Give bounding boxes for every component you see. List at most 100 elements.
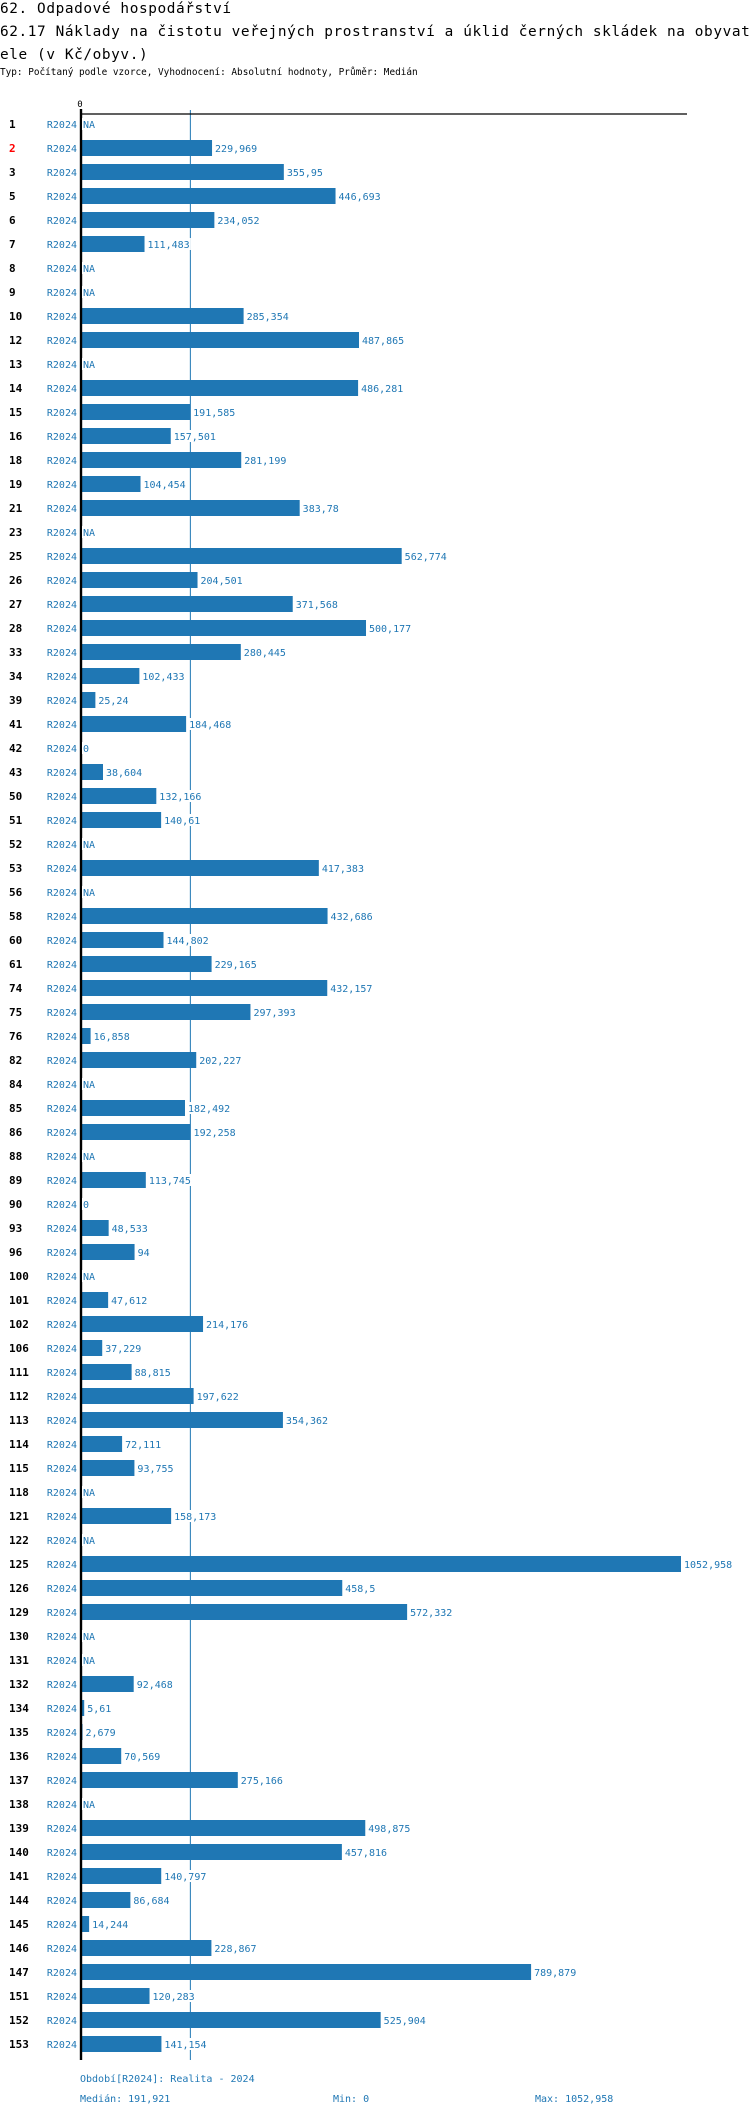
value-label-background [82, 838, 97, 850]
category-label: 138 [9, 1798, 29, 1811]
bar [81, 644, 241, 660]
value-label-background [91, 1918, 130, 1930]
series-label: R2024 [47, 672, 77, 683]
bar [81, 620, 367, 636]
series-label: R2024 [47, 1200, 77, 1211]
category-label: 132 [9, 1678, 29, 1691]
series-label: R2024 [47, 864, 77, 875]
series-label: R2024 [47, 216, 77, 227]
value-label-background [82, 262, 97, 274]
value-label-background [245, 310, 290, 322]
value-label: 355,95 [287, 168, 323, 179]
series-label: R2024 [47, 456, 77, 467]
value-label: 140,797 [164, 1872, 206, 1883]
bar [81, 476, 141, 492]
category-label: 23 [9, 526, 22, 539]
value-label-background [124, 1438, 163, 1450]
value-label-background [123, 1750, 162, 1762]
category-label: 9 [9, 286, 16, 299]
category-label: 15 [9, 406, 22, 419]
category-label: 39 [9, 694, 22, 707]
value-label-background [110, 1294, 149, 1306]
value-label-background [213, 1942, 258, 1954]
series-label: R2024 [47, 744, 77, 755]
value-label: NA [83, 888, 95, 899]
value-label-background [252, 1006, 297, 1018]
series-label: R2024 [47, 264, 77, 275]
bar [81, 1172, 146, 1188]
category-label: 136 [9, 1750, 29, 1763]
value-label: 132,166 [159, 792, 201, 803]
bar [81, 1244, 135, 1260]
series-label: R2024 [47, 576, 77, 587]
series-label: R2024 [47, 336, 77, 347]
category-label: 50 [9, 790, 22, 803]
bar [81, 1772, 238, 1788]
value-label: 458,5 [345, 1584, 375, 1595]
series-label: R2024 [47, 1728, 77, 1739]
bar [81, 812, 162, 828]
value-label: 113,745 [149, 1176, 191, 1187]
value-label-background [320, 862, 366, 874]
series-label: R2024 [47, 1296, 77, 1307]
series-label: R2024 [47, 1680, 77, 1691]
bar [81, 308, 244, 324]
bar [81, 980, 328, 996]
value-label-background [82, 1654, 97, 1666]
category-label: 19 [9, 478, 22, 491]
category-label: 121 [9, 1510, 29, 1523]
category-label: 126 [9, 1582, 29, 1595]
bar [81, 1052, 197, 1068]
value-label-background [205, 1318, 250, 1330]
value-label-background [213, 958, 258, 970]
series-label: R2024 [47, 1176, 77, 1187]
series-label: R2024 [47, 1920, 77, 1931]
category-label: 41 [9, 718, 23, 731]
category-label: 152 [9, 2014, 29, 2027]
category-label: 125 [9, 1558, 29, 1571]
bar [81, 1388, 194, 1404]
value-label: 562,774 [405, 552, 447, 563]
value-label: 486,281 [361, 384, 403, 395]
value-label-background [533, 1966, 578, 1978]
category-label: 85 [9, 1102, 22, 1115]
footer-median: Medián: 191,921 [80, 2094, 171, 2105]
series-label: R2024 [47, 408, 77, 419]
bar [81, 1436, 123, 1452]
category-label: 131 [9, 1654, 29, 1667]
value-label: 214,176 [206, 1320, 248, 1331]
value-label-background [104, 1342, 143, 1354]
category-label: 106 [9, 1342, 29, 1355]
value-label-background [151, 1990, 196, 2002]
category-label: 76 [9, 1030, 23, 1043]
series-label: R2024 [47, 1152, 77, 1163]
series-label: R2024 [47, 552, 77, 563]
series-label: R2024 [47, 1776, 77, 1787]
category-label: 34 [9, 670, 23, 683]
series-label: R2024 [47, 696, 77, 707]
value-label-background [214, 142, 259, 154]
value-label-background [97, 694, 130, 706]
value-label: 48,533 [112, 1224, 148, 1235]
value-label: 498,875 [368, 1824, 410, 1835]
value-label-background [216, 214, 261, 226]
category-label: 146 [9, 1942, 29, 1955]
value-label: 500,177 [369, 624, 411, 635]
bar [81, 668, 140, 684]
category-label: 102 [9, 1318, 29, 1331]
value-label: 158,173 [174, 1512, 216, 1523]
value-label: 157,501 [174, 432, 216, 443]
chart-title-line-1: 62.17 Náklady na čistotu veřejných prost… [0, 24, 750, 40]
value-label: 417,383 [322, 864, 364, 875]
series-label: R2024 [47, 984, 77, 995]
value-label: NA [83, 528, 95, 539]
footer-min: Min: 0 [333, 2094, 370, 2105]
value-label: 88,815 [135, 1368, 171, 1379]
value-label-background [360, 382, 405, 394]
value-label-background [172, 430, 218, 442]
category-label: 112 [9, 1390, 29, 1403]
bar [81, 188, 336, 204]
bar [81, 1508, 172, 1524]
series-label: R2024 [47, 1800, 77, 1811]
value-label-background [195, 1390, 240, 1402]
